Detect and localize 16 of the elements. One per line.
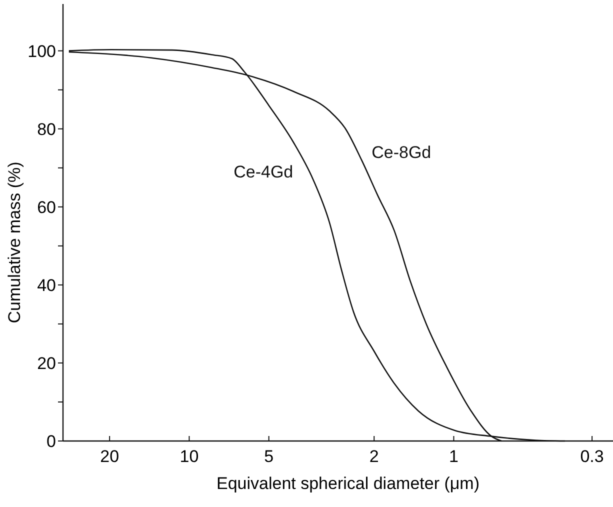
y-tick-label: 40 — [37, 276, 56, 295]
y-tick-label: 0 — [46, 432, 56, 451]
series-label: Ce-4Gd — [234, 162, 294, 182]
x-tick-label: 20 — [100, 447, 120, 466]
x-tick-label: 5 — [264, 447, 274, 466]
series-label: Ce-8Gd — [372, 143, 432, 162]
x-tick-label: 2 — [369, 447, 379, 466]
y-tick-label: 60 — [37, 198, 56, 217]
y-axis-title: Cumulative mass (%) — [5, 162, 24, 324]
y-tick-label: 20 — [37, 354, 56, 373]
x-tick-label: 1 — [449, 447, 458, 466]
x-tick-label: 0.3 — [580, 447, 604, 466]
y-tick-label: 100 — [28, 42, 56, 61]
x-axis-title: Equivalent spherical diameter (μm) — [216, 474, 480, 493]
y-tick-label: 80 — [37, 120, 56, 139]
x-tick-label: 10 — [180, 447, 199, 466]
